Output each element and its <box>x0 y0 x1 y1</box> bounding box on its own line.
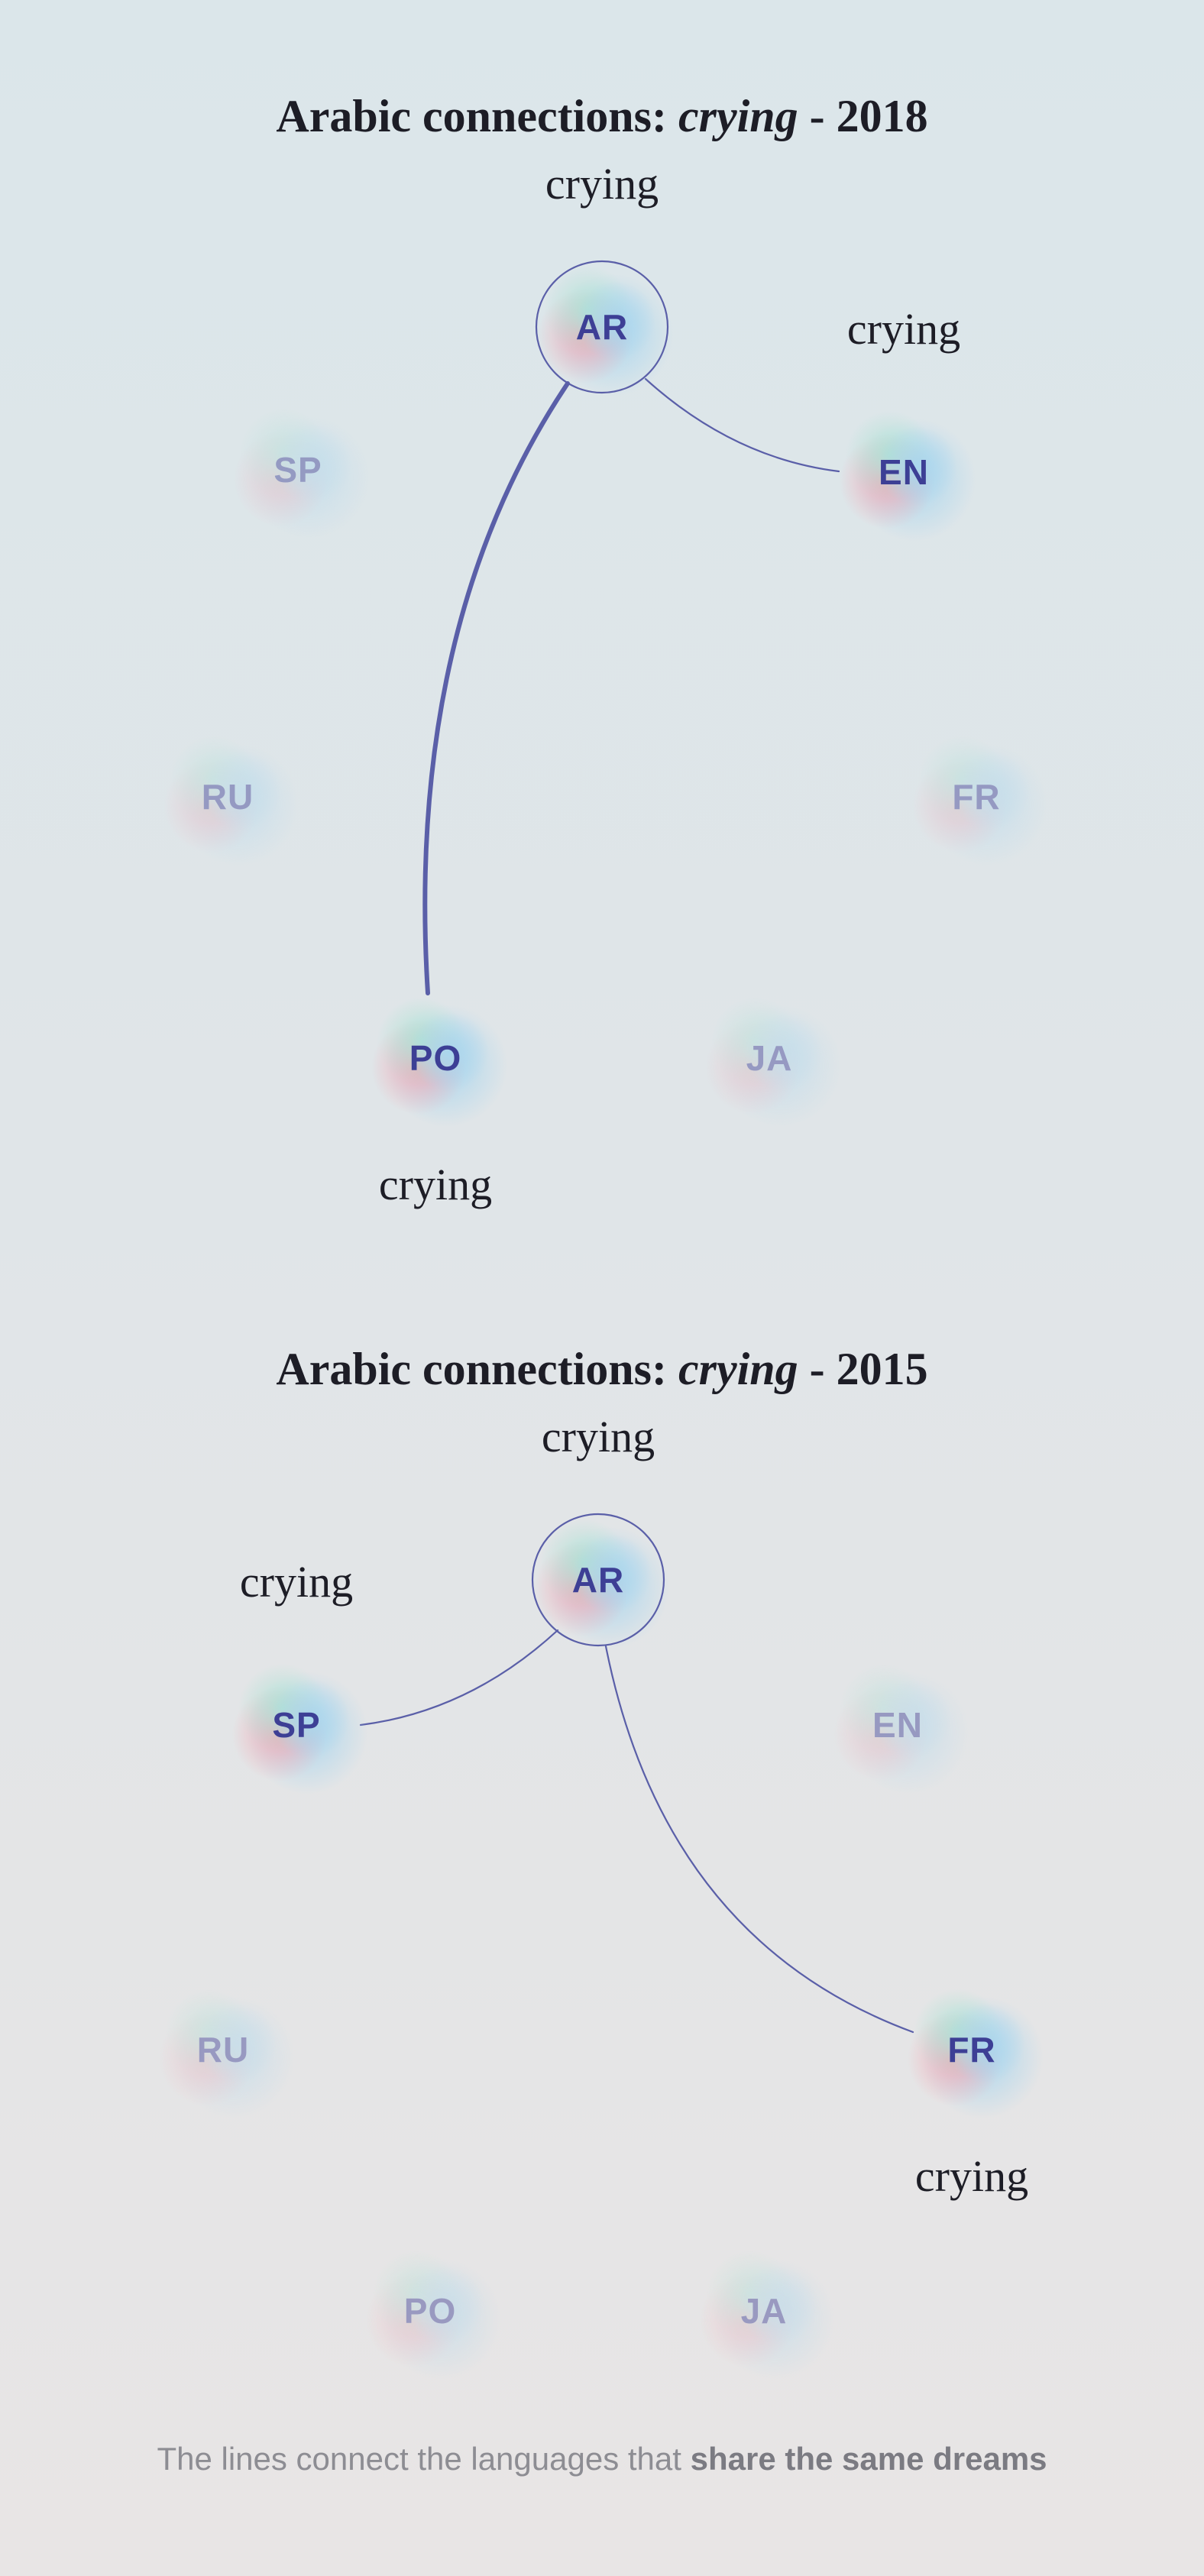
node-code-label: JA <box>746 1038 793 1078</box>
node-code-label: FR <box>947 2030 995 2070</box>
node-code-label: RU <box>202 777 254 817</box>
node-po: PO crying <box>371 997 507 1209</box>
node-blob-blue-2 <box>743 1012 823 1092</box>
node-ar: AR crying <box>535 159 674 396</box>
node-blob-blue-2 <box>409 1012 489 1092</box>
node-code-label: SP <box>272 1705 320 1745</box>
node-ru: RU <box>159 1989 295 2118</box>
panel-title: Arabic connections: crying - 2015 <box>0 1343 1204 1396</box>
node-code-label: SP <box>273 450 322 490</box>
node-en: EN crying <box>840 304 976 541</box>
node-po: PO <box>366 2250 502 2380</box>
link-ar-po <box>422 381 570 995</box>
panel-title: Arabic connections: crying - 2018 <box>0 90 1204 143</box>
node-blob-blue-2 <box>272 424 351 503</box>
node-code-label: AR <box>576 307 628 347</box>
footer-emphasis: share the same dreams <box>690 2441 1047 2477</box>
link-ar-sp <box>359 1629 559 1727</box>
node-blob-blue-2 <box>572 1534 652 1613</box>
title-word: crying <box>678 91 798 141</box>
node-code-label: FR <box>952 777 1000 817</box>
title-word: crying <box>678 1344 798 1394</box>
node-word-label: crying <box>545 159 659 209</box>
node-code-label: EN <box>879 452 929 492</box>
source-node-ring <box>535 260 669 394</box>
node-code-label: PO <box>409 1038 461 1078</box>
link-ar-fr <box>604 1645 914 2034</box>
node-ja: JA <box>700 2250 836 2380</box>
node-blob-blue-2 <box>576 281 655 361</box>
node-ru: RU <box>163 736 299 866</box>
node-fr: FR <box>912 736 1048 866</box>
node-blob-blue-2 <box>197 2004 277 2083</box>
node-blob-blue-2 <box>946 2004 1025 2083</box>
node-blob-blue-2 <box>878 426 957 506</box>
node-word-label: crying <box>240 1557 353 1607</box>
link-ar-en <box>644 377 840 473</box>
node-code-label: RU <box>197 2030 249 2070</box>
node-word-label: crying <box>379 1160 492 1209</box>
node-ar: AR crying <box>531 1412 670 1649</box>
footer-note: The lines connect the languages that sha… <box>0 2441 1204 2477</box>
title-suffix: - 2018 <box>798 91 928 141</box>
panel-0-graph: AR crying SP EN crying RU FR PO crying JA <box>163 159 1048 1209</box>
panel-1-graph: AR crying SP crying EN RU FR crying PO JA <box>159 1412 1044 2380</box>
node-en: EN <box>833 1664 969 1794</box>
node-blob-blue-2 <box>404 2265 484 2345</box>
node-word-label: crying <box>915 2151 1028 2201</box>
node-word-label: crying <box>847 304 960 354</box>
node-blob-blue-2 <box>872 1679 951 1759</box>
node-code-label: PO <box>404 2291 456 2331</box>
node-word-label: crying <box>542 1412 655 1461</box>
node-sp: SP <box>234 409 370 539</box>
node-blob-blue-2 <box>950 751 1030 830</box>
footer-prefix: The lines connect the languages that <box>157 2441 691 2477</box>
node-fr: FR crying <box>908 1989 1044 2201</box>
source-node-ring <box>531 1513 665 1647</box>
title-suffix: - 2015 <box>798 1344 928 1394</box>
node-code-label: EN <box>872 1705 923 1745</box>
title-prefix: Arabic connections: <box>276 91 678 141</box>
node-code-label: AR <box>572 1560 624 1600</box>
node-blob-blue-2 <box>270 1679 350 1759</box>
node-code-label: JA <box>741 2291 788 2331</box>
node-ja: JA <box>705 997 841 1127</box>
node-blob-blue-2 <box>738 2265 817 2345</box>
node-blob-blue-2 <box>202 751 281 830</box>
node-sp: SP crying <box>232 1557 368 1794</box>
title-prefix: Arabic connections: <box>276 1344 678 1394</box>
